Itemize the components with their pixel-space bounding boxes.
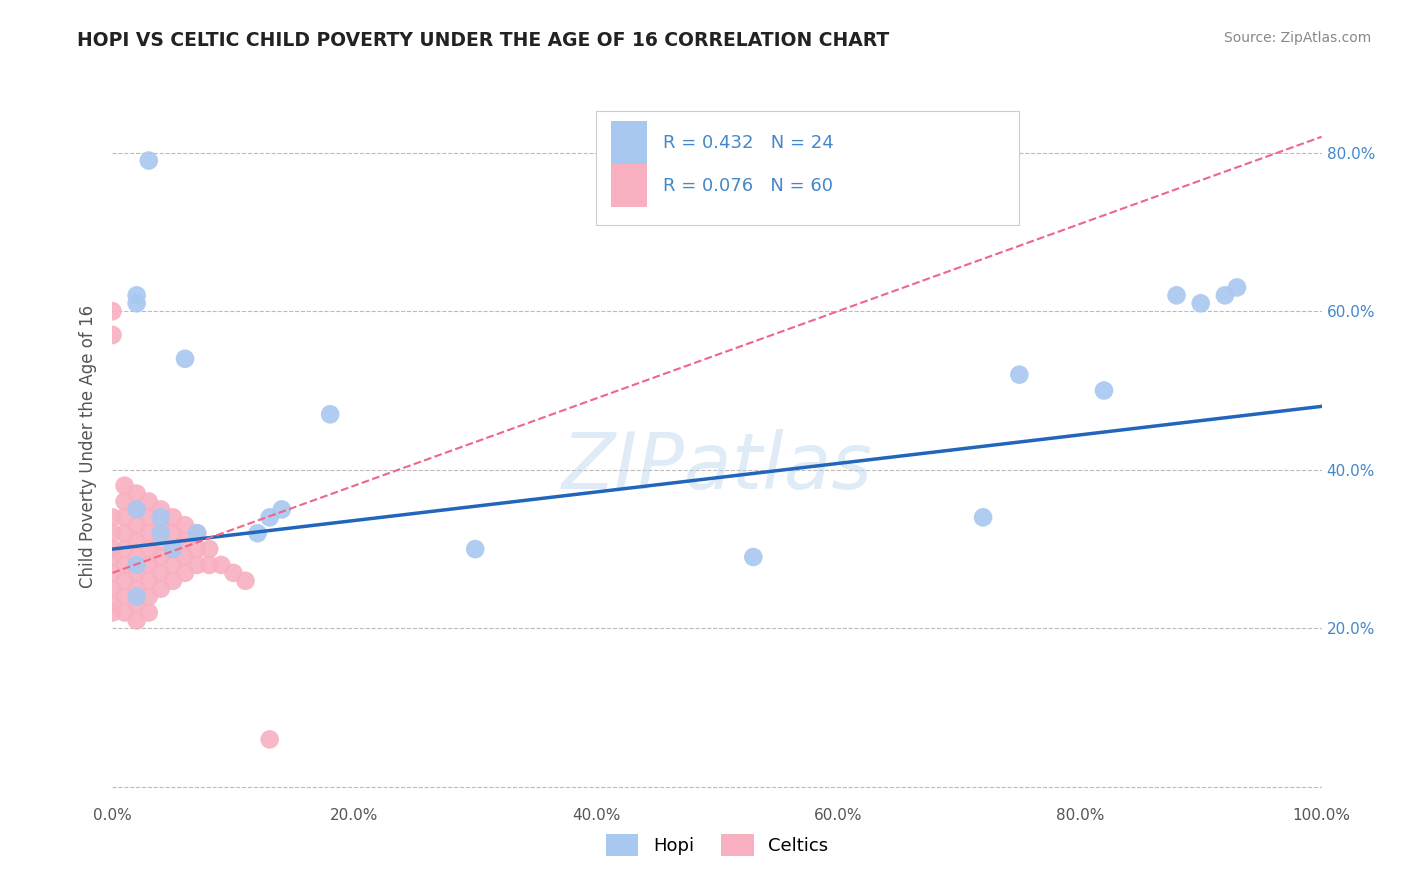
Point — [138, 542, 160, 557]
Point — [125, 614, 148, 628]
Point — [101, 328, 124, 343]
Point — [138, 153, 160, 168]
Point — [125, 566, 148, 580]
Point — [259, 510, 281, 524]
Point — [186, 558, 208, 572]
Point — [114, 574, 136, 588]
Point — [101, 598, 124, 612]
Point — [138, 526, 160, 541]
Point — [1226, 280, 1249, 294]
Text: Source: ZipAtlas.com: Source: ZipAtlas.com — [1223, 31, 1371, 45]
Point — [162, 510, 184, 524]
Point — [138, 606, 160, 620]
Point — [186, 526, 208, 541]
Point — [149, 549, 172, 564]
Point — [149, 526, 172, 541]
Point — [125, 486, 148, 500]
Point — [259, 732, 281, 747]
FancyBboxPatch shape — [596, 111, 1019, 225]
Point — [186, 526, 208, 541]
Point — [149, 582, 172, 596]
Point — [114, 606, 136, 620]
Point — [138, 510, 160, 524]
Point — [125, 598, 148, 612]
Point — [125, 518, 148, 533]
Point — [101, 510, 124, 524]
Point — [138, 574, 160, 588]
Point — [174, 566, 197, 580]
Point — [1189, 296, 1212, 310]
Point — [162, 574, 184, 588]
Point — [149, 510, 172, 524]
Point — [319, 407, 342, 421]
Point — [162, 558, 184, 572]
Point — [101, 304, 124, 318]
Point — [162, 542, 184, 557]
Point — [162, 542, 184, 557]
Point — [222, 566, 245, 580]
Point — [125, 502, 148, 516]
Point — [114, 478, 136, 492]
Text: R = 0.076   N = 60: R = 0.076 N = 60 — [662, 177, 832, 194]
Point — [464, 542, 486, 557]
Point — [149, 534, 172, 549]
Point — [235, 574, 257, 588]
Point — [1092, 384, 1115, 398]
Point — [125, 582, 148, 596]
Point — [209, 558, 232, 572]
Text: R = 0.432   N = 24: R = 0.432 N = 24 — [662, 134, 834, 152]
Point — [1166, 288, 1188, 302]
Point — [125, 288, 148, 302]
Point — [174, 534, 197, 549]
Point — [101, 526, 124, 541]
Point — [149, 518, 172, 533]
Point — [114, 590, 136, 604]
Point — [138, 590, 160, 604]
FancyBboxPatch shape — [610, 121, 647, 164]
Point — [114, 542, 136, 557]
Point — [125, 502, 148, 516]
Point — [101, 606, 124, 620]
Point — [125, 558, 148, 572]
Point — [186, 542, 208, 557]
Point — [162, 526, 184, 541]
Point — [246, 526, 269, 541]
Point — [149, 566, 172, 580]
Point — [125, 296, 148, 310]
Point — [742, 549, 765, 564]
Point — [114, 510, 136, 524]
Point — [125, 549, 148, 564]
Point — [101, 566, 124, 580]
Point — [101, 542, 124, 557]
Point — [114, 494, 136, 508]
Y-axis label: Child Poverty Under the Age of 16: Child Poverty Under the Age of 16 — [79, 304, 97, 588]
Text: HOPI VS CELTIC CHILD POVERTY UNDER THE AGE OF 16 CORRELATION CHART: HOPI VS CELTIC CHILD POVERTY UNDER THE A… — [77, 31, 890, 50]
Point — [138, 558, 160, 572]
Point — [1213, 288, 1236, 302]
Point — [1008, 368, 1031, 382]
Legend: Hopi, Celtics: Hopi, Celtics — [598, 825, 837, 865]
Point — [114, 558, 136, 572]
Point — [174, 549, 197, 564]
Point — [174, 351, 197, 366]
Point — [114, 526, 136, 541]
Point — [125, 534, 148, 549]
Point — [270, 502, 292, 516]
Point — [101, 582, 124, 596]
FancyBboxPatch shape — [610, 164, 647, 207]
Point — [125, 590, 148, 604]
Text: ZIPatlas: ZIPatlas — [561, 429, 873, 506]
Point — [138, 494, 160, 508]
Point — [198, 542, 221, 557]
Point — [972, 510, 994, 524]
Point — [198, 558, 221, 572]
Point — [149, 502, 172, 516]
Point — [174, 518, 197, 533]
Point — [101, 549, 124, 564]
